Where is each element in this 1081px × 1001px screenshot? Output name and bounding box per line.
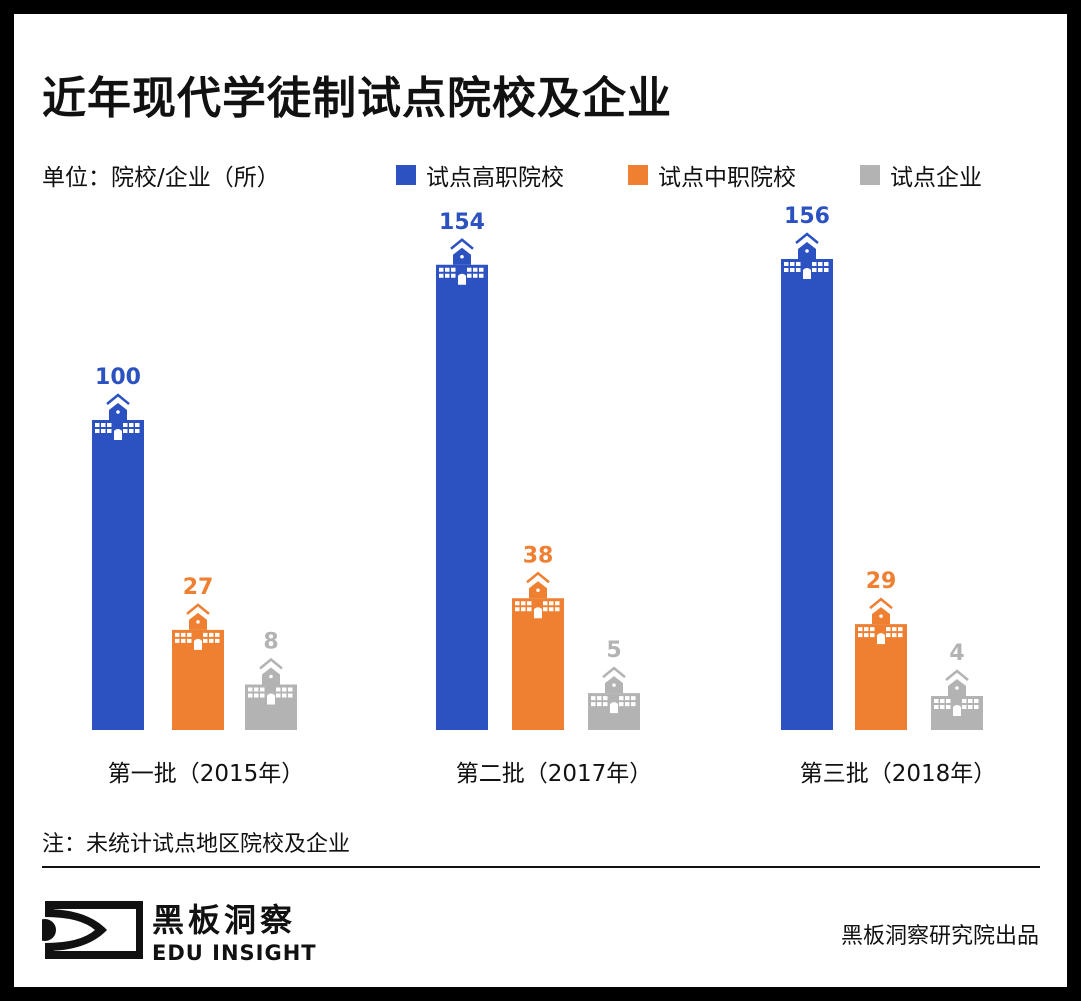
data-label: 100	[95, 365, 141, 390]
logo-cn-text: 黑板洞察	[152, 901, 296, 939]
category-label: 第一批（2015年）	[108, 761, 305, 787]
data-label: 29	[866, 569, 897, 594]
school-building-icon	[858, 597, 903, 645]
bar-2-1: 29	[855, 569, 907, 730]
data-label: 5	[606, 638, 621, 663]
school-building-icon	[515, 571, 560, 619]
legend-item-1: 试点中职院校	[628, 158, 796, 192]
data-label: 38	[523, 543, 554, 568]
school-building-icon	[248, 657, 293, 705]
school-building-icon	[95, 393, 140, 440]
chart-title: 近年现代学徒制试点院校及企业	[42, 73, 672, 124]
bar-2-2: 4	[931, 641, 983, 730]
legend-swatch	[396, 165, 416, 185]
credit-text: 黑板洞察研究院出品	[840, 924, 1039, 949]
chart-card: 近年现代学徒制试点院校及企业 单位：院校/企业（所） 试点高职院校 试点中职院校…	[14, 14, 1067, 987]
data-label: 27	[183, 575, 214, 600]
bar-rect	[92, 420, 144, 730]
legend-label: 试点中职院校	[658, 165, 796, 191]
data-label: 154	[439, 210, 485, 235]
bar-1-1: 38	[512, 543, 564, 730]
category-label: 第三批（2018年）	[800, 761, 997, 787]
legend-swatch	[860, 165, 880, 185]
bar-chart: 100 27 8 第一批（2015年） 154 38 5 第二批（2017年） 156 29 4 第三…	[92, 204, 997, 787]
data-label: 8	[263, 630, 278, 655]
category-label: 第二批（2017年）	[456, 761, 653, 787]
bar-0-1: 27	[172, 575, 224, 730]
legend-label: 试点高职院校	[426, 165, 564, 191]
footnote: 注：未统计试点地区院校及企业	[42, 832, 351, 857]
bar-rect	[781, 259, 833, 730]
bar-1-0: 154	[436, 210, 488, 730]
legend-item-2: 试点企业	[860, 158, 982, 192]
edu-insight-logo: 黑板洞察 EDU INSIGHT	[42, 901, 317, 965]
data-label: 4	[949, 641, 964, 666]
legend-item-0: 试点高职院校	[396, 158, 564, 192]
bar-0-2: 8	[245, 630, 297, 730]
bar-1-2: 5	[588, 638, 640, 730]
bar-rect	[245, 684, 297, 730]
divider	[42, 866, 1040, 868]
legend-label: 试点企业	[890, 165, 982, 191]
logo-en-text: EDU INSIGHT	[152, 941, 317, 965]
legend-swatch	[628, 165, 648, 185]
bar-rect	[512, 598, 564, 730]
bar-rect	[436, 264, 488, 730]
school-building-icon	[934, 669, 979, 716]
unit-label: 单位：院校/企业（所）	[42, 165, 280, 191]
school-building-icon	[591, 666, 636, 714]
school-building-icon	[439, 238, 484, 285]
school-building-icon	[175, 603, 220, 650]
bar-2-0: 156	[781, 204, 833, 730]
school-building-icon	[784, 232, 829, 279]
data-label: 156	[784, 204, 830, 229]
bar-0-0: 100	[92, 365, 144, 730]
